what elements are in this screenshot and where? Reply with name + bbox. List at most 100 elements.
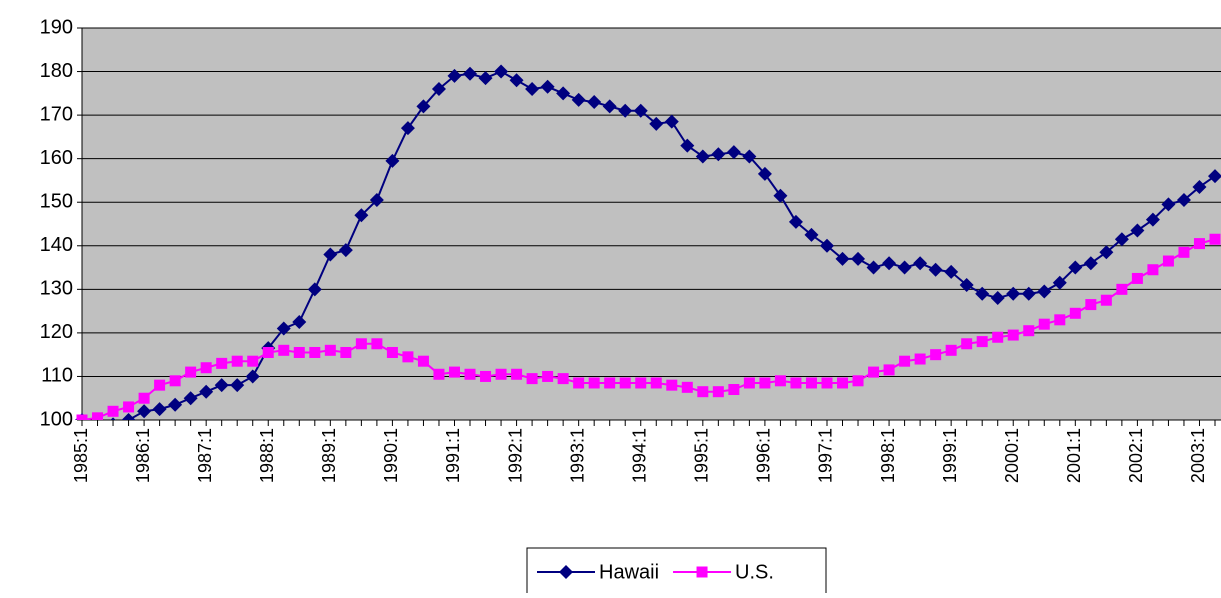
legend-label: Hawaii: [599, 561, 659, 583]
marker: [712, 386, 724, 398]
marker: [556, 86, 571, 101]
x-tick-label: 1993:1: [567, 428, 587, 483]
marker: [913, 256, 928, 271]
marker: [447, 68, 462, 83]
marker: [944, 264, 959, 279]
marker: [480, 370, 492, 382]
x-tick-label: 1987:1: [195, 428, 215, 483]
marker: [369, 193, 384, 208]
marker: [230, 378, 245, 393]
marker: [619, 377, 631, 389]
marker: [416, 99, 431, 114]
marker: [123, 401, 135, 413]
marker: [323, 247, 338, 262]
marker: [1023, 325, 1035, 337]
marker: [681, 381, 693, 393]
marker: [385, 153, 400, 168]
y-tick-label: 140: [40, 234, 73, 256]
marker: [1208, 169, 1221, 184]
marker: [463, 66, 478, 81]
marker: [354, 208, 369, 223]
x-tick-label: 1989:1: [319, 428, 339, 483]
y-tick-label: 130: [40, 278, 73, 300]
marker: [759, 377, 771, 389]
y-tick-label: 160: [40, 147, 73, 169]
marker: [292, 315, 307, 329]
legend: Hawaii U.S.: [526, 547, 827, 598]
marker: [1192, 179, 1207, 194]
marker: [1176, 193, 1191, 208]
marker: [152, 402, 167, 417]
marker: [107, 405, 119, 417]
marker: [1006, 286, 1021, 301]
y-tick-label: 190: [40, 16, 73, 38]
marker: [371, 338, 383, 350]
y-tick-label: 120: [40, 321, 73, 343]
marker: [852, 375, 864, 387]
marker: [293, 346, 305, 358]
x-tick-label: 2000:1: [1002, 428, 1022, 483]
marker: [1085, 299, 1097, 311]
marker: [324, 344, 336, 356]
marker: [1038, 318, 1050, 330]
marker: [1114, 232, 1129, 247]
marker: [1069, 307, 1081, 319]
marker: [1162, 255, 1174, 267]
x-tick-label: 1996:1: [754, 428, 774, 483]
x-tick-label: 1992:1: [505, 428, 525, 483]
marker: [695, 149, 710, 164]
marker: [216, 357, 228, 369]
marker: [990, 291, 1005, 306]
marker: [138, 392, 150, 404]
marker: [386, 346, 398, 358]
marker: [400, 121, 415, 136]
marker: [495, 368, 507, 380]
marker: [276, 321, 291, 336]
marker: [571, 92, 586, 107]
marker: [307, 282, 322, 297]
marker: [169, 375, 181, 387]
marker: [819, 238, 834, 253]
marker: [340, 346, 352, 358]
marker: [883, 364, 895, 376]
marker: [494, 64, 509, 79]
marker: [602, 99, 617, 114]
marker: [137, 404, 152, 419]
marker: [540, 79, 555, 94]
x-tick-label: 2002:1: [1126, 428, 1146, 483]
marker: [511, 368, 523, 380]
marker: [868, 366, 880, 378]
x-tick-label: 1985:1: [71, 428, 91, 483]
marker: [1007, 329, 1019, 341]
marker: [975, 286, 990, 301]
y-tick-label: 180: [40, 60, 73, 82]
marker: [557, 373, 569, 385]
marker: [959, 277, 974, 292]
marker: [525, 81, 540, 96]
marker: [509, 73, 524, 88]
marker: [1131, 272, 1143, 284]
marker: [633, 103, 648, 118]
marker: [110, 417, 116, 420]
marker: [790, 377, 802, 389]
marker: [1145, 212, 1160, 227]
marker: [928, 262, 943, 277]
plot-content: [75, 64, 1221, 420]
marker: [1037, 284, 1052, 299]
marker: [742, 149, 757, 164]
marker: [185, 366, 197, 378]
marker: [1130, 223, 1145, 238]
marker: [697, 386, 709, 398]
marker: [214, 378, 229, 393]
y-tick-label: 110: [41, 365, 73, 387]
marker: [821, 377, 833, 389]
marker: [899, 355, 911, 367]
marker: [200, 362, 212, 374]
marker: [588, 377, 600, 389]
marker: [635, 377, 647, 389]
marker: [805, 377, 817, 389]
marker: [1147, 264, 1159, 276]
marker: [851, 251, 866, 266]
marker: [1052, 275, 1067, 290]
